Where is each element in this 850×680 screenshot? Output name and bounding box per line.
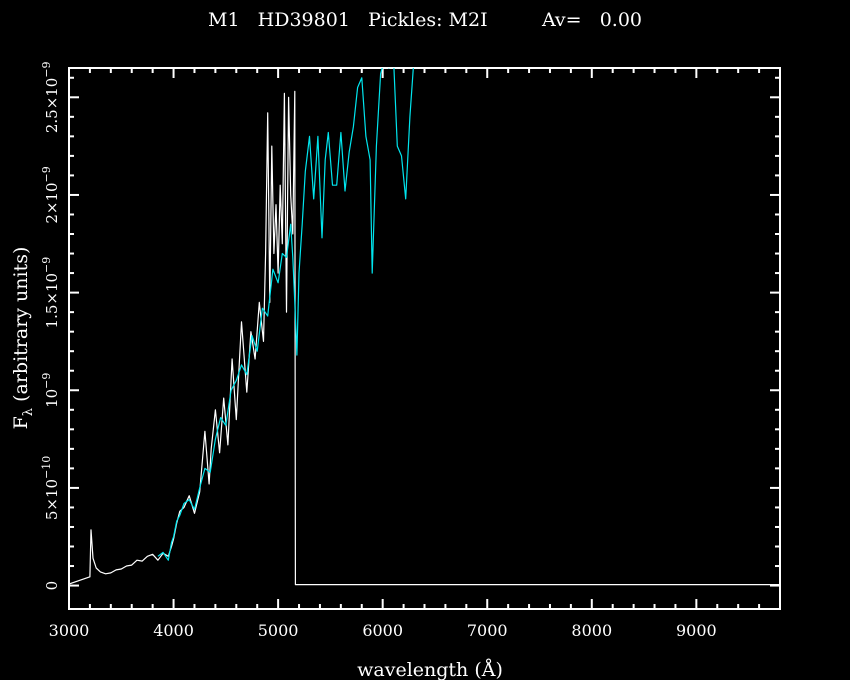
y-tick-label: 10−9 bbox=[40, 373, 61, 408]
template-spectrum-line bbox=[157, 68, 414, 561]
y-axis-label-subscript: λ bbox=[21, 408, 36, 416]
x-tick-label: 9000 bbox=[676, 621, 717, 640]
y-tick-label: 2×10−9 bbox=[40, 166, 61, 223]
y-tick-label: 0 bbox=[43, 581, 61, 591]
y-tick-label: 2.5×10−9 bbox=[40, 61, 61, 133]
y-axis-label-symbol: F bbox=[10, 416, 32, 429]
y-axis-label-text: (arbitrary units) bbox=[10, 247, 32, 408]
title-pickles: Pickles: M2I bbox=[368, 9, 488, 31]
x-tick-label: 6000 bbox=[362, 621, 403, 640]
x-tick-label: 4000 bbox=[153, 621, 194, 640]
title-star: HD39801 bbox=[257, 9, 350, 31]
chart-title: M1 HD39801 Pickles: M2I Av= 0.00 bbox=[0, 9, 850, 31]
y-axis-label: Fλ (arbitrary units) bbox=[10, 247, 36, 430]
title-spectral-type: M1 bbox=[207, 9, 240, 31]
y-tick-label: 1.5×10−9 bbox=[40, 257, 61, 329]
observed-spectrum-line bbox=[69, 90, 780, 586]
y-tick-label: 5×10−10 bbox=[40, 456, 61, 520]
x-tick-label: 3000 bbox=[49, 621, 90, 640]
title-av: Av= 0.00 bbox=[541, 9, 642, 31]
x-axis-label: wavelength (Å) bbox=[357, 659, 503, 680]
x-tick-label: 7000 bbox=[467, 621, 508, 640]
x-tick-label: 5000 bbox=[258, 621, 299, 640]
x-tick-label: 8000 bbox=[571, 621, 612, 640]
